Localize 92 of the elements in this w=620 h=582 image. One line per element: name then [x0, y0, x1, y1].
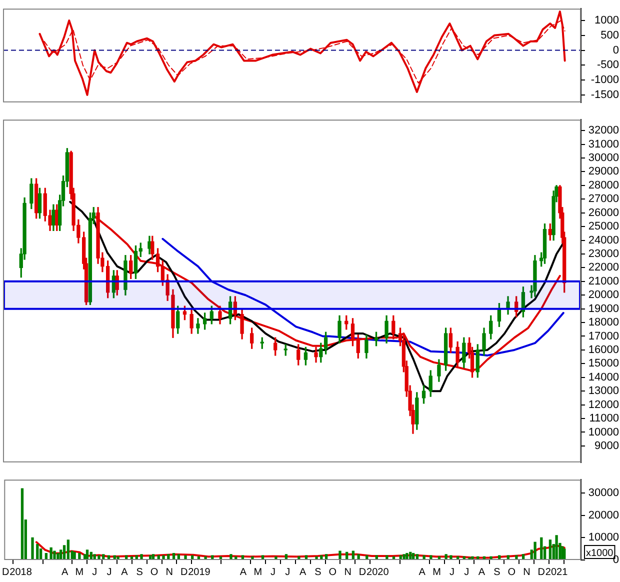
- x-tick-label: A: [121, 566, 128, 578]
- y-tick-label: 26000: [588, 206, 619, 219]
- bar: [406, 552, 408, 560]
- y-tick-label: 11000: [589, 412, 619, 425]
- y-tick-label: 23000: [588, 248, 619, 260]
- x-tick-label: 2018: [10, 566, 32, 578]
- x-tick-label: A: [478, 566, 486, 578]
- bar: [444, 554, 448, 560]
- x-tick-label: S: [314, 566, 322, 578]
- x-tick-label: A: [240, 566, 247, 578]
- x-tick-label: 2019: [188, 566, 211, 578]
- bar: [73, 552, 76, 560]
- x-tick-label: M: [75, 566, 84, 578]
- y-tick-label: 16000: [588, 344, 619, 356]
- bar: [56, 552, 60, 560]
- x-tick-label: M: [432, 566, 441, 578]
- y-tick-label: 24000: [588, 234, 619, 246]
- y-tick-label: 31000: [588, 138, 619, 150]
- bar: [98, 555, 100, 560]
- x-tick-label: N: [166, 566, 173, 578]
- text: x1000: [586, 548, 614, 559]
- y-tick-label: 22000: [588, 262, 619, 274]
- x-tick-label: N: [523, 566, 530, 578]
- y-tick-label: 12000: [588, 398, 619, 411]
- y-tick-label: 0: [612, 44, 619, 56]
- y-tick-label: 1000: [594, 14, 619, 27]
- x-tick-label: S: [494, 566, 501, 578]
- bar: [402, 554, 406, 560]
- bar: [386, 555, 388, 560]
- bar: [357, 554, 360, 560]
- x-tick-label: D: [180, 566, 188, 578]
- x-tick-label: A: [61, 566, 68, 578]
- x-tick-label: N: [344, 566, 352, 578]
- x-tick-label: D: [2, 566, 10, 578]
- x-tick-label: 2020: [366, 566, 390, 578]
- x-tick-label: D: [358, 566, 366, 578]
- x-tick-label: S: [136, 566, 144, 578]
- y-tick-label: 25000: [588, 220, 619, 233]
- bar: [53, 550, 56, 560]
- y-tick-label: 13000: [588, 385, 619, 398]
- bar: [534, 542, 536, 560]
- y-tick-label: 9000: [594, 440, 619, 452]
- bar: [450, 555, 452, 560]
- bar: [540, 537, 543, 560]
- x-tick-label: A: [418, 566, 426, 578]
- y-tick-label: 27000: [588, 193, 619, 206]
- bar: [422, 555, 426, 560]
- y-tick-label: 10000: [588, 532, 619, 544]
- x-tick-label: O: [508, 566, 516, 578]
- bar: [140, 554, 143, 560]
- bar: [31, 537, 34, 560]
- y-tick-label: 500: [600, 29, 619, 42]
- bar: [338, 550, 342, 560]
- bar: [20, 488, 24, 560]
- bar: [66, 540, 70, 560]
- y-tick-label: 18000: [588, 316, 619, 329]
- x-tick-label: D: [538, 566, 546, 578]
- bar: [230, 554, 232, 560]
- y-tick-label: 20000: [588, 289, 619, 302]
- y-tick-label: 19000: [588, 302, 619, 315]
- x-tick-label: O: [328, 566, 337, 578]
- y-tick-label: -500: [596, 59, 619, 72]
- y-tick-label: 32000: [588, 124, 619, 137]
- y-tick-label: 14000: [588, 371, 619, 384]
- y-tick-label: 30000: [588, 152, 619, 164]
- x-tick-label: A: [300, 566, 307, 578]
- x-tick-label: M: [254, 566, 262, 578]
- y-tick-label: 28000: [588, 179, 619, 192]
- bar: [515, 555, 518, 560]
- y-tick-label: 15000: [588, 358, 619, 370]
- y-tick-label: 17000: [588, 330, 619, 342]
- x-tick-label: J: [270, 566, 276, 578]
- x-tick-label: J: [92, 566, 98, 578]
- bar: [430, 555, 432, 560]
- bar: [162, 555, 165, 560]
- x-tick-label: J: [464, 566, 470, 578]
- y-tick-label: -1500: [590, 88, 619, 101]
- y-tick-label: 29000: [588, 166, 619, 178]
- x-tick-label: O: [150, 566, 158, 578]
- x-tick-label: J: [285, 566, 290, 578]
- x-tick-label: J: [449, 566, 454, 578]
- y-tick-label: 20000: [588, 509, 619, 522]
- y-tick-label: -1000: [590, 74, 619, 86]
- bar: [78, 552, 81, 560]
- x-tick-label: J: [106, 566, 112, 578]
- bar: [184, 555, 187, 560]
- y-tick-label: 10000: [588, 426, 619, 438]
- bar: [555, 535, 558, 560]
- bar: [548, 540, 552, 560]
- x-tick-label: 2021: [545, 566, 568, 578]
- y-tick-label: 30000: [588, 487, 619, 500]
- y-tick-label: 21000: [588, 275, 619, 288]
